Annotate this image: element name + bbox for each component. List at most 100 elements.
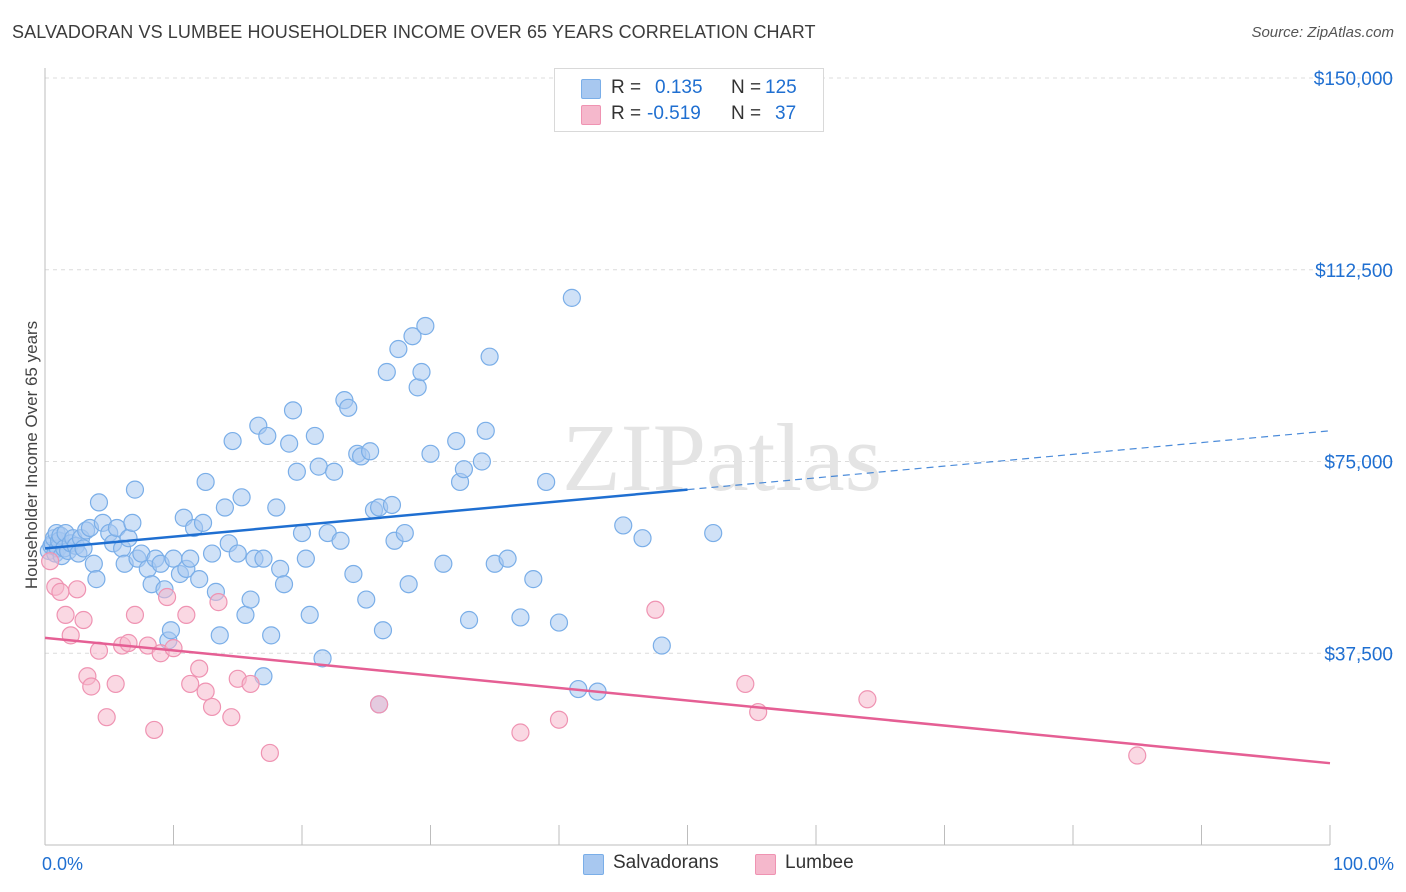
data-point-lumbee (241, 674, 260, 694)
data-point-salvadorans (196, 472, 215, 492)
data-point-salvadorans (89, 493, 109, 512)
data-point-salvadorans (123, 513, 142, 532)
data-point-lumbee (736, 674, 755, 694)
data-point-lumbee (164, 639, 183, 658)
data-point-salvadorans (331, 531, 350, 550)
data-point-salvadorans (262, 626, 281, 645)
series-legend: Salvadorans Lumbee (0, 852, 1406, 878)
trend-lines (44, 430, 1331, 765)
data-point-salvadorans (408, 378, 427, 397)
data-point-salvadorans (292, 523, 312, 543)
legend-swatch-salvadorans (581, 79, 601, 99)
data-point-salvadorans (537, 472, 556, 492)
data-point-salvadorans (339, 398, 358, 417)
chart-title: SALVADORAN VS LUMBEE HOUSEHOLDER INCOME … (12, 22, 816, 42)
data-point-lumbee (119, 633, 138, 653)
data-point-salvadorans (382, 495, 402, 515)
data-point-salvadorans (459, 610, 479, 630)
data-point-salvadorans (232, 488, 251, 507)
data-point-salvadorans (119, 529, 138, 548)
data-point-salvadorans (258, 426, 277, 446)
data-point-salvadorans (476, 421, 495, 440)
data-point-salvadorans (193, 513, 213, 532)
y-tick-label: $75,000 (1324, 453, 1393, 474)
data-point-salvadorans (74, 539, 93, 558)
data-point-salvadorans (361, 442, 380, 461)
data-point-lumbee (511, 723, 530, 742)
data-point-lumbee (41, 552, 60, 571)
data-point-salvadorans (305, 426, 324, 446)
data-point-lumbee (56, 605, 75, 625)
data-point-lumbee (125, 605, 145, 625)
data-point-salvadorans (454, 460, 474, 479)
data-point-salvadorans (267, 498, 286, 517)
legend-swatch-lumbee (581, 105, 601, 125)
data-point-salvadorans (271, 559, 290, 578)
data-point-lumbee (74, 610, 93, 630)
data-point-lumbee (196, 682, 215, 701)
data-point-lumbee (222, 708, 241, 727)
data-point-salvadorans (389, 339, 408, 359)
data-point-salvadorans (84, 554, 103, 573)
data-point-salvadorans (524, 570, 543, 589)
data-point-salvadorans (377, 362, 396, 382)
data-point-lumbee (549, 710, 569, 729)
data-point-lumbee (51, 582, 70, 601)
data-point-salvadorans (125, 480, 145, 499)
legend-n-value: 125 (765, 77, 797, 98)
data-point-salvadorans (283, 401, 303, 420)
legend-row-salvadorans: R = 0.135 N = 125 (555, 75, 823, 101)
data-point-lumbee (858, 690, 877, 709)
data-point-salvadorans (421, 444, 440, 463)
data-point-salvadorans (313, 649, 332, 668)
data-point-salvadorans (241, 590, 260, 609)
data-point-lumbee (1128, 746, 1147, 765)
data-point-salvadorans (202, 544, 222, 563)
data-point-lumbee (181, 674, 200, 694)
series-label-lumbee: Lumbee (785, 852, 854, 873)
data-point-salvadorans (412, 362, 431, 382)
data-point-salvadorans (511, 608, 530, 627)
y-tick-labels: $150,000 $112,500 $75,000 $37,500 (1314, 69, 1393, 665)
data-point-lumbee (190, 659, 209, 678)
legend-n-label: N = (731, 77, 762, 98)
data-point-salvadorans (434, 554, 453, 573)
data-point-salvadorans (480, 347, 499, 366)
data-point-salvadorans (228, 544, 247, 563)
data-point-salvadorans (395, 523, 414, 543)
correlation-legend: R = 0.135 N = 125 R = -0.519 N = 37 (554, 68, 824, 132)
data-point-lumbee (370, 695, 389, 714)
grid-lines (45, 77, 1395, 654)
data-point-lumbee (209, 593, 228, 612)
axes (44, 68, 1331, 846)
data-point-salvadorans (223, 431, 242, 451)
data-point-salvadorans (472, 452, 491, 471)
data-point-salvadorans (373, 621, 393, 640)
data-point-salvadorans (296, 549, 315, 568)
legend-n-value: 37 (775, 103, 797, 124)
series-swatch-lumbee (755, 854, 776, 875)
trend-line-salvadorans (44, 488, 688, 550)
legend-r-label: R = (611, 103, 642, 124)
points-layer (39, 288, 1147, 765)
data-point-lumbee (106, 674, 125, 694)
watermark: ZIPatlas (562, 404, 882, 511)
series-swatch-salvadorans (583, 854, 604, 875)
x-tick-label-min: 0.0% (42, 854, 83, 874)
data-point-salvadorans (254, 549, 273, 568)
data-point-salvadorans (161, 621, 181, 640)
data-point-salvadorans (190, 570, 209, 589)
data-point-lumbee (157, 587, 177, 607)
trend-line-lumbee (44, 636, 1331, 765)
data-point-salvadorans (614, 516, 633, 535)
data-point-salvadorans (280, 434, 299, 453)
data-point-salvadorans (562, 288, 581, 307)
data-point-salvadorans (447, 431, 466, 451)
legend-r-label: R = (611, 77, 642, 98)
data-point-salvadorans (357, 590, 376, 609)
data-point-salvadorans (399, 575, 418, 594)
data-point-salvadorans (215, 498, 234, 517)
source-credit: Source: ZipAtlas.com (1251, 24, 1394, 41)
data-point-lumbee (82, 677, 101, 696)
